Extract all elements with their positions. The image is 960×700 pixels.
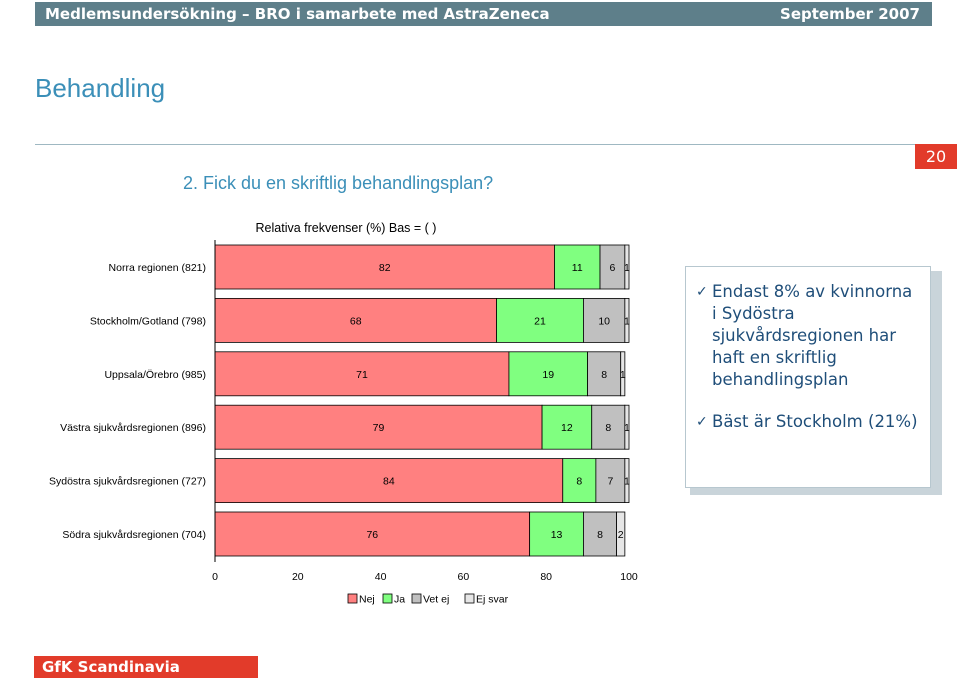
data-label: 8 xyxy=(601,369,607,381)
data-label: 13 xyxy=(551,529,563,541)
callout-bullet-1: ✓ Endast 8% av kvinnorna i Sydöstra sjuk… xyxy=(696,281,920,391)
page-number: 20 xyxy=(915,144,957,169)
category-label: Stockholm/Gotland (798) xyxy=(90,315,206,327)
x-tick-label: 60 xyxy=(458,571,470,583)
bar-segment xyxy=(214,404,543,450)
data-label: 82 xyxy=(379,262,391,274)
data-label: 19 xyxy=(542,369,554,381)
data-label: 84 xyxy=(383,476,395,488)
bar-segment xyxy=(554,244,601,290)
data-label: 1 xyxy=(620,369,626,381)
data-label: 76 xyxy=(366,529,378,541)
legend-label: Vet ej xyxy=(423,594,449,606)
data-label: 21 xyxy=(534,315,546,327)
data-label: 7 xyxy=(607,476,613,488)
question-title: 2. Fick du en skriftlig behandlingsplan? xyxy=(183,173,494,193)
bar-segment xyxy=(624,458,630,504)
header-divider xyxy=(35,144,930,145)
data-label: 10 xyxy=(598,315,610,327)
legend-label: Ej svar xyxy=(476,594,509,606)
x-tick-label: 80 xyxy=(540,571,552,583)
legend-label: Nej xyxy=(359,594,375,606)
header-date: September 2007 xyxy=(780,5,920,23)
bar-segment xyxy=(624,404,630,450)
page-title: Behandling xyxy=(35,73,166,103)
data-label: 8 xyxy=(605,422,611,434)
bar-segment xyxy=(620,351,626,397)
data-label: 1 xyxy=(624,262,630,274)
x-tick-label: 100 xyxy=(620,571,638,583)
data-label: 8 xyxy=(576,476,582,488)
bar-segment xyxy=(529,511,584,557)
header-title: Medlemsundersökning – BRO i samarbete me… xyxy=(45,5,550,23)
data-label: 1 xyxy=(624,315,630,327)
bar-segment xyxy=(508,351,589,397)
data-label: 71 xyxy=(356,369,368,381)
checkmark-icon: ✓ xyxy=(696,284,708,300)
bar-segment xyxy=(214,458,564,504)
data-label: 12 xyxy=(561,422,573,434)
callout-text-1: Endast 8% av kvinnorna i Sydöstra sjukvå… xyxy=(712,282,913,389)
category-label: Norra regionen (821) xyxy=(109,262,206,274)
bar-segment xyxy=(214,351,510,397)
legend-swatch xyxy=(464,593,475,604)
data-label: 2 xyxy=(618,529,624,541)
chart-title: Relativa frekvenser (%) Bas = ( ) xyxy=(256,221,437,235)
category-label: Södra sjukvårdsregionen (704) xyxy=(62,529,206,541)
legend-swatch xyxy=(347,593,358,604)
callout-text-2: Bäst är Stockholm (21%) xyxy=(712,412,918,431)
data-label: 8 xyxy=(597,529,603,541)
legend-swatch xyxy=(411,593,422,604)
bar-segment xyxy=(599,244,626,290)
legend-label: Ja xyxy=(394,594,405,606)
bar-segment xyxy=(496,297,584,343)
bar-segment xyxy=(541,404,593,450)
bar-segment xyxy=(624,297,630,343)
x-tick-label: 0 xyxy=(212,571,218,583)
data-label: 79 xyxy=(373,422,385,434)
category-label: Västra sjukvårdsregionen (896) xyxy=(60,422,206,434)
bar-segment xyxy=(591,404,626,450)
data-label: 1 xyxy=(624,476,630,488)
stacked-bar-chart: Relativa frekvenser (%) Bas = ( ) Norra r… xyxy=(49,221,638,606)
data-label: 6 xyxy=(610,262,616,274)
data-label: 11 xyxy=(572,262,583,274)
category-label: Uppsala/Örebro (985) xyxy=(104,369,206,381)
legend-swatch xyxy=(382,593,393,604)
footer-brand: GfK Scandinavia HealthCare xyxy=(34,656,258,698)
bar-segment xyxy=(587,351,622,397)
x-tick-label: 40 xyxy=(375,571,387,583)
header-bar: Medlemsundersökning – BRO i samarbete me… xyxy=(35,2,932,26)
callout-bullet-2: ✓ Bäst är Stockholm (21%) xyxy=(696,411,920,433)
data-label: 68 xyxy=(350,315,362,327)
bar-segment xyxy=(583,511,617,557)
bar-segment xyxy=(214,297,497,343)
bar-segment xyxy=(624,244,630,290)
bar-segment xyxy=(616,511,626,557)
x-tick-label: 20 xyxy=(292,571,304,583)
bar-segment xyxy=(583,297,626,343)
callout-box: ✓ Endast 8% av kvinnorna i Sydöstra sjuk… xyxy=(685,266,931,488)
category-label: Sydöstra sjukvårdsregionen (727) xyxy=(49,476,206,488)
checkmark-icon: ✓ xyxy=(696,414,708,430)
data-label: 1 xyxy=(624,422,630,434)
bar-segment xyxy=(214,511,531,557)
